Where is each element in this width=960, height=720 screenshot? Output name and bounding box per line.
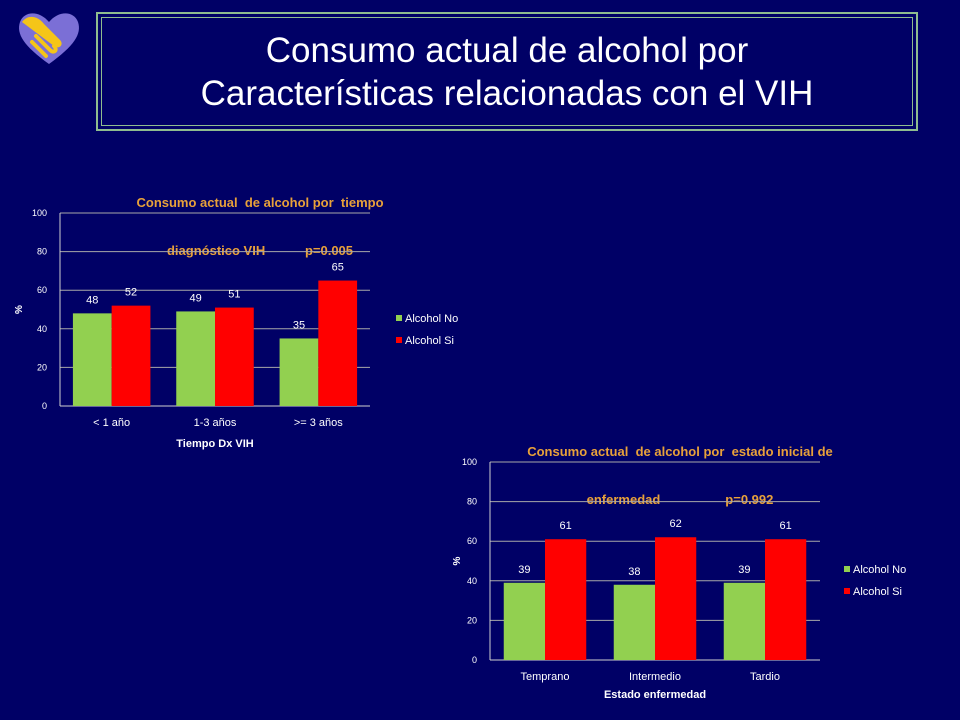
y-tick-label: 40 (467, 576, 477, 586)
legend-label: Alcohol Si (405, 335, 454, 347)
y-tick-label: 80 (37, 247, 47, 257)
hands-heart-icon (19, 13, 79, 65)
chart-2-title-line-1: Consumo actual de alcohol por estado ini… (527, 444, 833, 459)
x-axis-label: Tiempo Dx VIH (176, 438, 253, 450)
chart-1-title-line-1: Consumo actual de alcohol por tiempo (136, 195, 384, 210)
bar-alcohol-no (503, 582, 545, 660)
legend-label: Alcohol No (853, 564, 906, 576)
bar-alcohol-si (215, 307, 254, 406)
data-label: 39 (738, 564, 750, 576)
legend-swatch (396, 315, 402, 321)
y-tick-label: 60 (467, 536, 477, 546)
y-axis-label: % (14, 305, 25, 314)
x-tick-label: Temprano (521, 671, 570, 683)
chart-1-title: Consumo actual de alcohol por tiempo dia… (60, 163, 460, 275)
chart-2-title: Consumo actual de alcohol por estado ini… (470, 412, 890, 524)
legend-swatch (844, 588, 850, 594)
legend-swatch (844, 566, 850, 572)
data-label: 61 (560, 520, 572, 532)
y-tick-label: 0 (472, 655, 477, 665)
y-tick-label: 100 (32, 208, 47, 218)
slide-title: Consumo actual de alcohol por Caracterís… (96, 12, 918, 131)
bar-alcohol-si (111, 305, 151, 406)
x-tick-label: Tardio (750, 671, 780, 683)
slide-title-line-2: Características relacionadas con el VIH (200, 73, 814, 113)
chart-1-title-line-2: diagnóstico VIH p=0.005 (166, 243, 354, 258)
y-tick-label: 80 (467, 497, 477, 507)
bar-alcohol-si (765, 539, 807, 660)
data-label: 61 (780, 520, 792, 532)
data-label: 49 (190, 292, 202, 304)
data-label: 38 (628, 566, 640, 578)
y-tick-label: 0 (42, 401, 47, 411)
bar-alcohol-si (655, 537, 697, 660)
bar-alcohol-si (318, 280, 358, 406)
x-axis-label: Estado enfermedad (604, 689, 706, 701)
bar-alcohol-si (545, 539, 587, 660)
data-label: 62 (670, 518, 682, 530)
bar-alcohol-no (72, 313, 112, 406)
data-label: 48 (86, 294, 98, 306)
bar-alcohol-no (279, 338, 319, 406)
x-tick-label: Intermedio (629, 671, 681, 683)
x-tick-label: >= 3 años (294, 417, 343, 429)
y-tick-label: 20 (467, 615, 477, 625)
data-label: 65 (332, 262, 344, 274)
legend-label: Alcohol Si (853, 586, 902, 598)
data-label: 52 (125, 287, 137, 299)
bar-alcohol-no (176, 311, 215, 406)
chart-2-title-line-2: enfermedad p=0.992 (586, 492, 774, 507)
slide-title-line-1: Consumo actual de alcohol por (265, 30, 749, 70)
legend-label: Alcohol No (405, 313, 458, 325)
y-tick-label: 40 (37, 324, 47, 334)
y-tick-label: 60 (37, 285, 47, 295)
x-tick-label: 1-3 años (194, 417, 237, 429)
y-axis-label: % (452, 556, 463, 565)
data-label: 39 (518, 564, 530, 576)
y-tick-label: 20 (37, 362, 47, 372)
x-tick-label: < 1 año (93, 417, 130, 429)
bar-alcohol-no (723, 582, 765, 660)
y-tick-label: 100 (462, 457, 477, 467)
data-label: 51 (228, 289, 240, 301)
data-label: 35 (293, 319, 305, 331)
legend-swatch (396, 337, 402, 343)
bar-alcohol-no (613, 584, 655, 660)
